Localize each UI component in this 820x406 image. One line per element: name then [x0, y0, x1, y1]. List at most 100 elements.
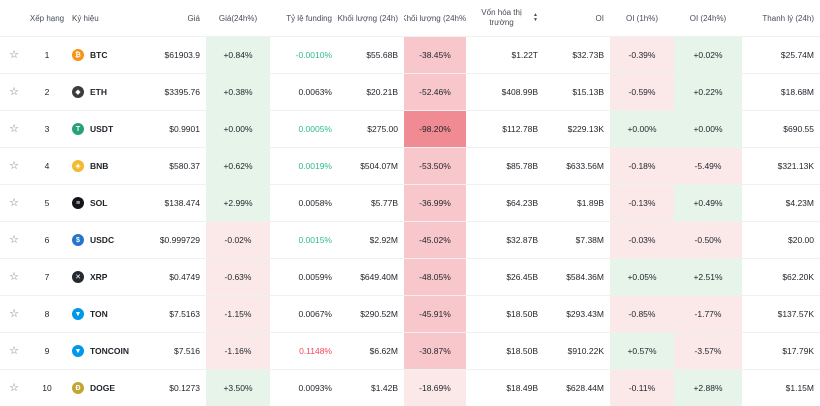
- table-row[interactable]: ☆ 10 Ð DOGE $0.1273 +3.50% 0.0093% $1.42B -18.69…: [0, 370, 820, 406]
- table-row[interactable]: ☆ 2 ◆ ETH $3395.76 +0.38% 0.0063% $20.21B -52.46…: [0, 74, 820, 111]
- table-row[interactable]: ☆ 4 ◈ BNB $580.37 +0.62% 0.0019% $504.07M -53.50…: [0, 148, 820, 185]
- price-change-cell: +0.00%: [206, 111, 270, 147]
- favorite-star-button[interactable]: ☆: [0, 333, 28, 369]
- volume-cell: $275.00: [367, 124, 398, 134]
- volume-change-cell: -98.20%: [404, 111, 466, 147]
- symbol-cell[interactable]: ▼ TONCOIN: [66, 333, 144, 369]
- header-favorite: [0, 0, 28, 36]
- table-row[interactable]: ☆ 5 ≡ SOL $138.474 +2.99% 0.0058% $5.77B -36.99%…: [0, 185, 820, 222]
- market-cap-cell: $408.99B: [501, 87, 538, 97]
- open-interest-cell: $229.13K: [567, 124, 604, 134]
- eth-icon: ◆: [72, 86, 84, 98]
- favorite-star-button[interactable]: ☆: [0, 37, 28, 73]
- oi-1h-cell: -0.85%: [610, 296, 674, 332]
- funding-rate-cell: 0.1148%: [299, 346, 332, 356]
- oi-24h-cell: +0.49%: [674, 185, 742, 221]
- liquidation-cell: $321.13K: [777, 161, 814, 171]
- liquidation-cell: $690.55: [783, 124, 814, 134]
- symbol-cell[interactable]: ₿ BTC: [66, 37, 144, 73]
- open-interest-cell: $7.38M: [575, 235, 604, 245]
- favorite-star-button[interactable]: ☆: [0, 111, 28, 147]
- oi-24h-cell: -5.49%: [674, 148, 742, 184]
- header-rank[interactable]: Xếp hạng: [29, 13, 65, 23]
- symbol-label: USDT: [90, 124, 114, 134]
- market-cap-cell: $64.23B: [506, 198, 538, 208]
- oi-1h-cell: -0.39%: [610, 37, 674, 73]
- table-row[interactable]: ☆ 8 ▼ TON $7.5163 -1.15% 0.0067% $290.52M -45.91…: [0, 296, 820, 333]
- symbol-label: TON: [90, 309, 108, 319]
- volume-change-cell: -45.02%: [404, 222, 466, 258]
- price-change-cell: +2.99%: [206, 185, 270, 221]
- price-cell: $138.474: [164, 198, 200, 208]
- price-cell: $61903.9: [164, 50, 200, 60]
- open-interest-cell: $293.43M: [566, 309, 604, 319]
- doge-icon: Ð: [72, 382, 84, 394]
- table-row[interactable]: ☆ 3 T USDT $0.9901 +0.00% 0.0005% $275.00 -98.20…: [0, 111, 820, 148]
- market-cap-cell: $26.45B: [506, 272, 538, 282]
- favorite-star-button[interactable]: ☆: [0, 148, 28, 184]
- bnb-icon: ◈: [72, 160, 84, 172]
- symbol-cell[interactable]: Ð DOGE: [66, 370, 144, 406]
- table-row[interactable]: ☆ 7 ✕ XRP $0.4749 -0.63% 0.0059% $649.40M -48.05…: [0, 259, 820, 296]
- favorite-star-button[interactable]: ☆: [0, 296, 28, 332]
- rank-cell: 8: [44, 309, 50, 319]
- liquidation-cell: $4.23M: [785, 198, 814, 208]
- header-liquidation[interactable]: Thanh lý (24h): [762, 13, 814, 23]
- symbol-cell[interactable]: $ USDC: [66, 222, 144, 258]
- price-change-cell: -0.63%: [206, 259, 270, 295]
- market-cap-cell: $112.78B: [502, 124, 538, 134]
- star-icon: ☆: [9, 48, 19, 61]
- symbol-cell[interactable]: ≡ SOL: [66, 185, 144, 221]
- symbol-cell[interactable]: ✕ XRP: [66, 259, 144, 295]
- symbol-cell[interactable]: ▼ TON: [66, 296, 144, 332]
- header-price-change[interactable]: Giá(24h%): [218, 13, 258, 23]
- volume-cell: $20.21B: [366, 87, 398, 97]
- table-body: ☆ 1 ₿ BTC $61903.9 +0.84% -0.0010% $55.68B -38.4…: [0, 37, 820, 406]
- table-row[interactable]: ☆ 1 ₿ BTC $61903.9 +0.84% -0.0010% $55.68B -38.4…: [0, 37, 820, 74]
- header-open-interest[interactable]: OI: [595, 13, 604, 23]
- price-cell: $7.516: [174, 346, 200, 356]
- header-funding-rate[interactable]: Tỷ lệ funding: [286, 13, 332, 23]
- header-volume-change[interactable]: Khối lượng (24h%): [404, 13, 466, 23]
- table-row[interactable]: ☆ 9 ▼ TONCOIN $7.516 -1.16% 0.1148% $6.62M -30.8…: [0, 333, 820, 370]
- favorite-star-button[interactable]: ☆: [0, 74, 28, 110]
- volume-change-cell: -36.99%: [404, 185, 466, 221]
- table-row[interactable]: ☆ 6 $ USDC $0.999729 -0.02% 0.0015% $2.92M -45.0…: [0, 222, 820, 259]
- open-interest-cell: $910.22K: [567, 346, 604, 356]
- header-price[interactable]: Giá: [187, 13, 200, 23]
- symbol-cell[interactable]: T USDT: [66, 111, 144, 147]
- favorite-star-button[interactable]: ☆: [0, 185, 28, 221]
- symbol-cell[interactable]: ◈ BNB: [66, 148, 144, 184]
- header-oi-24h[interactable]: OI (24h%): [689, 13, 727, 23]
- favorite-star-button[interactable]: ☆: [0, 259, 28, 295]
- open-interest-cell: $15.13B: [572, 87, 604, 97]
- oi-24h-cell: +0.02%: [674, 37, 742, 73]
- funding-rate-cell: 0.0067%: [298, 309, 332, 319]
- sort-icon[interactable]: ▲ ▼: [533, 12, 538, 23]
- symbol-label: BTC: [90, 50, 108, 60]
- oi-1h-cell: -0.59%: [610, 74, 674, 110]
- volume-change-cell: -52.46%: [404, 74, 466, 110]
- star-icon: ☆: [9, 381, 19, 394]
- header-market-cap[interactable]: Vốn hóa thị trường ▲ ▼: [466, 0, 544, 36]
- header-volume[interactable]: Khối lượng (24h): [338, 13, 398, 23]
- market-cap-cell: $18.49B: [506, 383, 538, 393]
- liquidation-cell: $18.68M: [780, 87, 814, 97]
- header-symbol[interactable]: Ký hiệu: [72, 13, 99, 23]
- symbol-cell[interactable]: ◆ ETH: [66, 74, 144, 110]
- price-cell: $3395.76: [164, 87, 200, 97]
- ton-icon: ▼: [72, 308, 84, 320]
- btc-icon: ₿: [72, 49, 84, 61]
- symbol-label: USDC: [90, 235, 115, 245]
- volume-cell: $290.52M: [360, 309, 398, 319]
- oi-1h-cell: -0.18%: [610, 148, 674, 184]
- funding-rate-cell: -0.0010%: [295, 50, 332, 60]
- header-oi-1h[interactable]: OI (1h%): [625, 13, 658, 23]
- open-interest-cell: $1.89B: [577, 198, 604, 208]
- favorite-star-button[interactable]: ☆: [0, 222, 28, 258]
- funding-rate-cell: 0.0093%: [298, 383, 332, 393]
- price-cell: $0.1273: [169, 383, 200, 393]
- oi-24h-cell: -0.50%: [674, 222, 742, 258]
- volume-cell: $1.42B: [371, 383, 398, 393]
- favorite-star-button[interactable]: ☆: [0, 370, 28, 406]
